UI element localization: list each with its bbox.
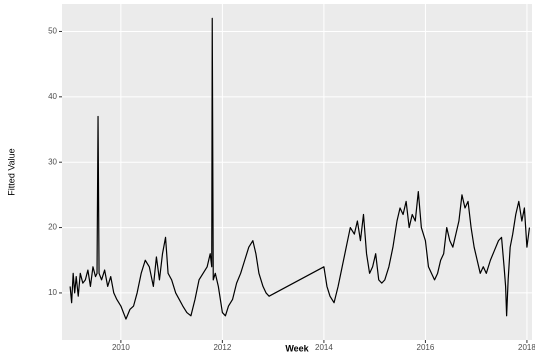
y-axis-title: Fitted Value (6, 148, 16, 195)
x-tick-label: 2014 (315, 343, 333, 352)
plot-panel (62, 4, 532, 340)
x-tick-label: 2018 (518, 343, 535, 352)
y-tick-label: 40 (48, 92, 57, 101)
x-axis-title: Week (285, 343, 309, 353)
y-tick-label: 50 (48, 27, 57, 36)
y-tick-label: 20 (48, 223, 57, 232)
y-tick-label: 30 (48, 157, 57, 166)
series-line (69, 17, 531, 320)
x-tick-label: 2012 (213, 343, 231, 352)
y-tick-label: 10 (48, 288, 57, 297)
x-tick-label: 2010 (112, 343, 130, 352)
x-tick-label: 2016 (417, 343, 435, 352)
